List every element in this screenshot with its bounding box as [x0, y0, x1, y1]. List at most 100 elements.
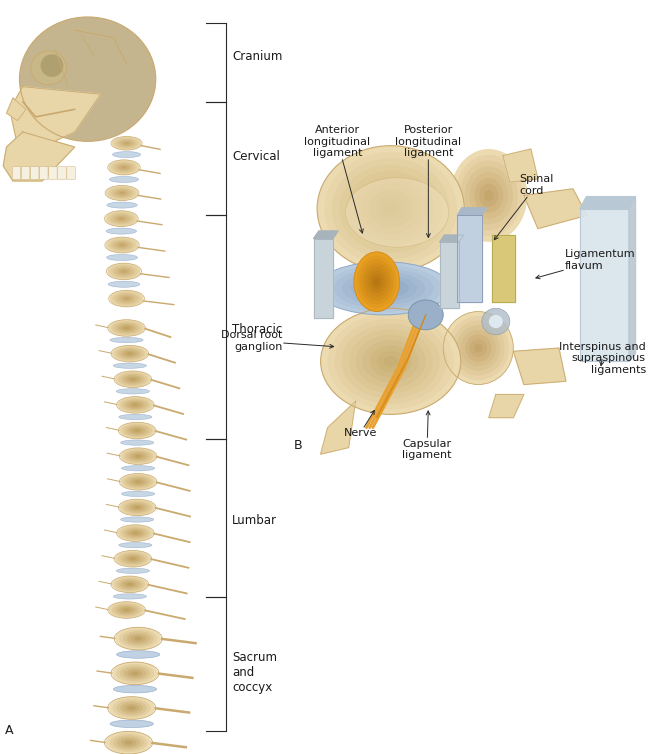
Ellipse shape [448, 316, 509, 380]
Ellipse shape [119, 140, 134, 147]
Ellipse shape [357, 256, 397, 308]
Ellipse shape [129, 452, 147, 461]
Ellipse shape [85, 74, 96, 84]
Ellipse shape [443, 311, 513, 385]
Ellipse shape [79, 69, 102, 90]
Ellipse shape [55, 48, 123, 110]
Ellipse shape [41, 54, 64, 77]
FancyBboxPatch shape [67, 167, 75, 179]
Polygon shape [3, 132, 75, 181]
FancyBboxPatch shape [49, 167, 57, 179]
Ellipse shape [119, 217, 124, 220]
Ellipse shape [120, 666, 150, 681]
Ellipse shape [108, 160, 140, 175]
Ellipse shape [132, 532, 138, 535]
Polygon shape [513, 348, 566, 385]
Text: Cranium: Cranium [232, 50, 283, 63]
Ellipse shape [408, 300, 443, 329]
Ellipse shape [118, 579, 141, 590]
Ellipse shape [354, 252, 400, 311]
Polygon shape [313, 238, 333, 318]
Ellipse shape [356, 335, 426, 388]
Ellipse shape [369, 190, 413, 228]
Ellipse shape [461, 329, 496, 366]
Ellipse shape [317, 146, 464, 271]
Ellipse shape [115, 347, 145, 360]
Ellipse shape [120, 703, 143, 714]
FancyBboxPatch shape [21, 167, 30, 179]
Ellipse shape [127, 401, 144, 409]
Ellipse shape [124, 704, 140, 712]
Ellipse shape [121, 581, 139, 589]
Ellipse shape [349, 329, 433, 393]
Ellipse shape [128, 706, 136, 710]
Ellipse shape [125, 425, 149, 436]
Ellipse shape [470, 339, 487, 357]
Ellipse shape [110, 734, 147, 752]
Ellipse shape [124, 351, 136, 357]
Ellipse shape [110, 265, 138, 278]
Ellipse shape [122, 501, 152, 514]
Ellipse shape [115, 578, 145, 591]
Ellipse shape [121, 466, 154, 471]
Ellipse shape [325, 265, 442, 311]
Ellipse shape [130, 635, 146, 642]
Ellipse shape [127, 529, 144, 538]
Ellipse shape [121, 492, 154, 497]
Ellipse shape [113, 266, 135, 277]
Ellipse shape [73, 63, 107, 95]
Ellipse shape [115, 550, 151, 567]
Ellipse shape [121, 350, 139, 358]
Ellipse shape [119, 543, 152, 548]
Polygon shape [580, 197, 635, 209]
Ellipse shape [360, 259, 394, 304]
Polygon shape [440, 235, 463, 242]
Ellipse shape [374, 278, 380, 286]
Ellipse shape [106, 731, 151, 754]
Ellipse shape [106, 255, 138, 261]
Ellipse shape [123, 528, 147, 538]
Ellipse shape [479, 184, 498, 207]
Ellipse shape [114, 241, 130, 249]
Ellipse shape [484, 190, 494, 201]
Ellipse shape [121, 517, 154, 523]
Ellipse shape [112, 321, 141, 335]
Ellipse shape [359, 278, 409, 299]
Ellipse shape [134, 637, 142, 641]
Ellipse shape [118, 268, 130, 274]
Ellipse shape [120, 474, 156, 490]
Ellipse shape [124, 375, 142, 384]
Ellipse shape [116, 389, 149, 394]
Ellipse shape [114, 685, 156, 693]
Ellipse shape [127, 633, 150, 645]
Ellipse shape [335, 319, 447, 404]
Ellipse shape [114, 138, 139, 149]
Ellipse shape [119, 422, 155, 439]
Ellipse shape [123, 449, 153, 463]
Ellipse shape [117, 525, 153, 541]
Ellipse shape [115, 323, 138, 333]
Ellipse shape [362, 263, 391, 300]
Ellipse shape [110, 290, 143, 307]
Ellipse shape [118, 295, 135, 303]
Ellipse shape [328, 314, 454, 409]
Ellipse shape [31, 27, 145, 131]
Ellipse shape [324, 152, 457, 265]
Ellipse shape [129, 402, 141, 408]
Polygon shape [6, 98, 26, 121]
Ellipse shape [370, 345, 411, 377]
Ellipse shape [108, 602, 145, 618]
Ellipse shape [123, 608, 130, 611]
Polygon shape [321, 401, 356, 454]
Ellipse shape [31, 51, 67, 85]
Ellipse shape [119, 499, 155, 516]
Ellipse shape [119, 244, 125, 247]
Ellipse shape [116, 164, 132, 171]
Ellipse shape [129, 478, 147, 486]
Ellipse shape [129, 504, 146, 512]
Ellipse shape [121, 166, 127, 169]
Ellipse shape [354, 177, 428, 241]
Ellipse shape [470, 172, 508, 219]
Ellipse shape [116, 664, 154, 683]
Ellipse shape [112, 603, 141, 617]
